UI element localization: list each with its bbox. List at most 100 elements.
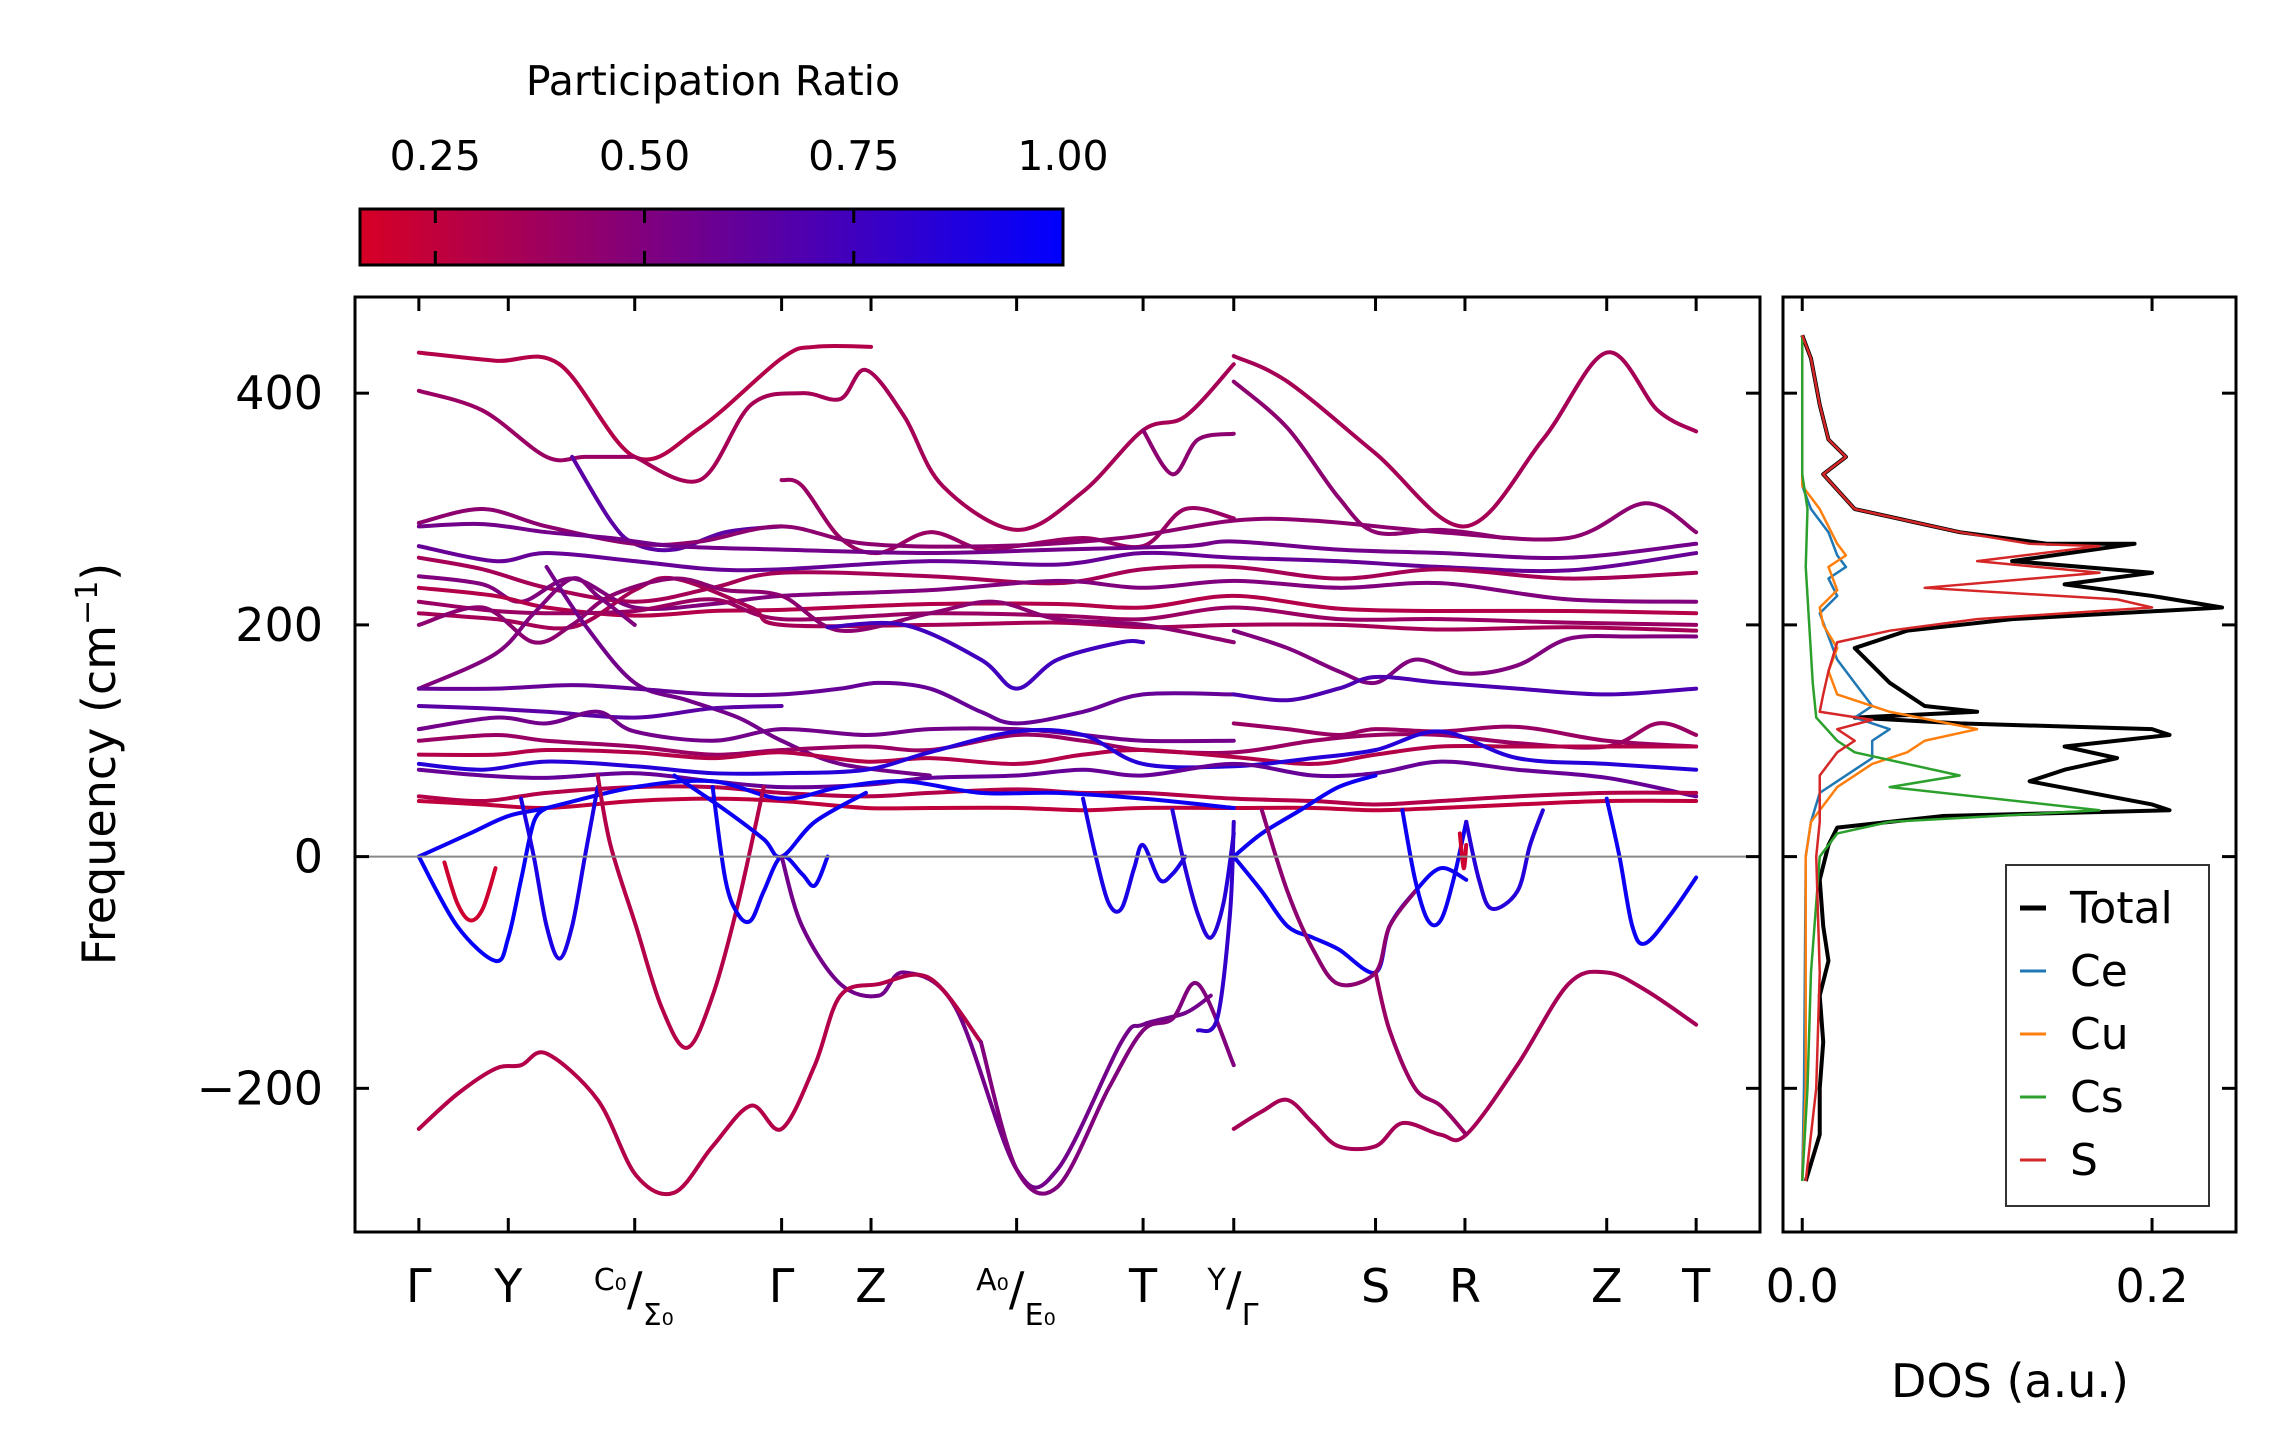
k-point-label: T bbox=[1681, 1259, 1711, 1313]
y-tick-label: 400 bbox=[235, 366, 323, 420]
dos-line-s bbox=[1801, 334, 2154, 1182]
dos-lines bbox=[1800, 334, 2225, 1182]
phonon-band bbox=[1400, 808, 1469, 928]
k-point-label-slash: / bbox=[1009, 1262, 1025, 1316]
k-point-labels: Γ Y C₀ / Σ₀Γ Z A₀ / E₀T Y / ΓS R Z T bbox=[406, 1259, 1711, 1333]
phonon-band bbox=[416, 574, 1699, 612]
phonon-band bbox=[1231, 350, 1699, 529]
phonon-band bbox=[416, 709, 1236, 744]
y-tick-label: −200 bbox=[197, 1061, 323, 1115]
dos-line-cu bbox=[1800, 335, 1979, 1182]
legend: Total Ce Cu Cs S bbox=[2005, 864, 2210, 1207]
legend-label: Total bbox=[2069, 883, 2173, 934]
y-tick-labels: −200 0 200 400 bbox=[197, 366, 323, 1115]
phonon-band bbox=[1196, 819, 1236, 1034]
phonon-band bbox=[1464, 808, 1545, 911]
k-point-label: Z bbox=[855, 1259, 887, 1313]
legend-entry: S bbox=[2020, 1135, 2098, 1186]
phonon-band bbox=[978, 981, 1236, 1196]
phonon-band bbox=[416, 521, 1699, 560]
band-lines bbox=[416, 343, 1699, 1197]
phonon-band bbox=[1373, 970, 1469, 1137]
phonon-band bbox=[416, 388, 637, 463]
dos-line-cs bbox=[1800, 335, 2101, 1182]
phonon-band bbox=[416, 544, 1699, 574]
legend-entries: Total Ce Cu Cs S bbox=[2020, 883, 2173, 1186]
k-point-label-super: Y bbox=[1206, 1263, 1226, 1298]
dos-x-tick-label: 0.0 bbox=[1766, 1259, 1839, 1313]
y-tick-label: 0 bbox=[294, 830, 323, 884]
phonon-band bbox=[570, 454, 784, 553]
dos-x-tick-labels: 0.0 0.2 bbox=[1766, 1259, 2189, 1313]
y-tick-label: 200 bbox=[235, 598, 323, 652]
legend-entry: Cu bbox=[2020, 1009, 2129, 1060]
phonon-band bbox=[1170, 808, 1236, 940]
phonon-band bbox=[1231, 628, 1699, 686]
k-point-label: Γ bbox=[769, 1259, 795, 1313]
phonon-band bbox=[416, 576, 1236, 645]
k-point-label: Z bbox=[1591, 1259, 1623, 1313]
phonon-band bbox=[595, 773, 766, 1050]
legend-entry: Cs bbox=[2020, 1072, 2124, 1123]
k-point-label: T bbox=[1128, 1259, 1158, 1313]
phonon-band bbox=[416, 680, 1236, 726]
colorbar-tick-label: 0.25 bbox=[390, 132, 481, 180]
k-point-label: Y / Γ bbox=[1206, 1262, 1258, 1333]
colorbar-ticks: 0.25 0.50 0.75 1.00 bbox=[390, 132, 1109, 265]
phonon-band bbox=[416, 727, 1699, 776]
phonon-band bbox=[632, 362, 1236, 532]
k-point-label: R bbox=[1449, 1259, 1481, 1313]
band-group bbox=[416, 343, 1699, 1197]
legend-entry: Ce bbox=[2020, 946, 2128, 997]
phonon-band bbox=[1081, 796, 1188, 914]
legend-label: Cu bbox=[2070, 1009, 2129, 1060]
phonon-band bbox=[416, 576, 637, 691]
phonon-band bbox=[416, 703, 784, 720]
dos-x-tick-label: 0.2 bbox=[2115, 1259, 2188, 1313]
phonon-band bbox=[1141, 428, 1236, 477]
phonon-band bbox=[416, 778, 1236, 859]
phonon-band bbox=[416, 721, 1699, 757]
phonon-band bbox=[779, 854, 1213, 1190]
phonon-band bbox=[416, 743, 1699, 766]
band-axis-ticks bbox=[355, 297, 1698, 1232]
colorbar: Participation Ratio 0.25 0.50 0.75 1.00 bbox=[358, 57, 1109, 267]
phonon-band bbox=[416, 759, 1699, 799]
dos-panel: 0.0 0.2 DOS (a.u.) Total Ce Cu Cs S bbox=[1746, 295, 2238, 1408]
k-point-label: Y bbox=[493, 1259, 523, 1313]
dos-axes-frame bbox=[1781, 295, 2238, 1234]
phonon-band bbox=[1231, 773, 1378, 859]
phonon-band bbox=[672, 773, 868, 859]
colorbar-tick-label: 0.75 bbox=[808, 132, 899, 180]
phonon-band bbox=[416, 972, 983, 1197]
k-point-label: C₀ / Σ₀ bbox=[594, 1262, 674, 1333]
phonon-band bbox=[1457, 831, 1469, 871]
k-point-label-super: A₀ bbox=[976, 1263, 1009, 1298]
phonon-band bbox=[416, 575, 1699, 633]
k-point-label-sub: Σ₀ bbox=[643, 1298, 674, 1333]
colorbar-gradient bbox=[358, 207, 1065, 267]
phonon-band bbox=[1231, 379, 1507, 540]
k-point-label: A₀ / E₀ bbox=[976, 1262, 1056, 1333]
k-point-label-super: C₀ bbox=[594, 1263, 627, 1298]
phonon-band bbox=[416, 343, 874, 462]
band-axes-frame bbox=[353, 295, 1762, 1234]
phonon-band bbox=[416, 805, 549, 963]
colorbar-title: Participation Ratio bbox=[526, 57, 900, 105]
phonon-band bbox=[416, 796, 1699, 813]
phonon-band bbox=[1604, 796, 1699, 946]
colorbar-tick-label: 0.50 bbox=[599, 132, 690, 180]
phonon-band bbox=[1231, 674, 1699, 703]
phonon-band bbox=[1231, 854, 1469, 975]
y-axis-label: Frequency (cm−1) bbox=[70, 563, 126, 966]
k-point-label-slash: / bbox=[627, 1262, 643, 1316]
dos-line-ce bbox=[1800, 335, 1891, 1182]
phonon-band bbox=[1231, 969, 1699, 1152]
legend-label: Cs bbox=[2070, 1072, 2124, 1123]
phonon-band bbox=[1259, 808, 1418, 988]
k-point-label: S bbox=[1361, 1259, 1390, 1313]
k-point-label-slash: / bbox=[1226, 1262, 1242, 1316]
phonon-band bbox=[825, 620, 1146, 691]
